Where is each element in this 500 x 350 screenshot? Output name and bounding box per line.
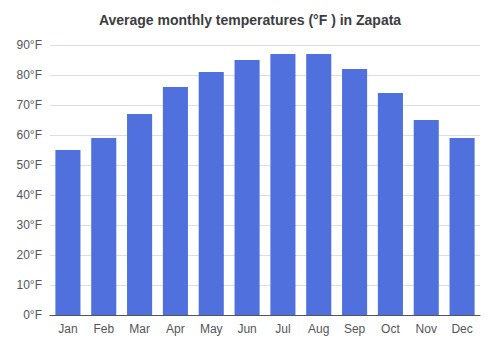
svg-text:40°F: 40°F [17,188,42,202]
svg-text:Jun: Jun [237,322,256,336]
svg-text:Sep: Sep [344,322,366,336]
svg-text:Feb: Feb [93,322,114,336]
svg-text:10°F: 10°F [17,278,42,292]
svg-text:Average monthly temperatures (: Average monthly temperatures (°F ) in Za… [99,12,401,28]
svg-text:Apr: Apr [166,322,185,336]
svg-text:70°F: 70°F [17,98,42,112]
svg-text:60°F: 60°F [17,128,42,142]
svg-text:Oct: Oct [381,322,400,336]
svg-text:Aug: Aug [308,322,329,336]
svg-text:Jan: Jan [58,322,77,336]
svg-text:Jul: Jul [275,322,290,336]
svg-text:May: May [200,322,223,336]
svg-text:20°F: 20°F [17,248,42,262]
svg-text:Mar: Mar [129,322,150,336]
svg-text:0°F: 0°F [23,308,42,322]
svg-text:Dec: Dec [451,322,472,336]
svg-text:80°F: 80°F [17,68,42,82]
svg-text:90°F: 90°F [17,38,42,52]
svg-text:50°F: 50°F [17,158,42,172]
svg-text:Nov: Nov [416,322,437,336]
svg-text:30°F: 30°F [17,218,42,232]
